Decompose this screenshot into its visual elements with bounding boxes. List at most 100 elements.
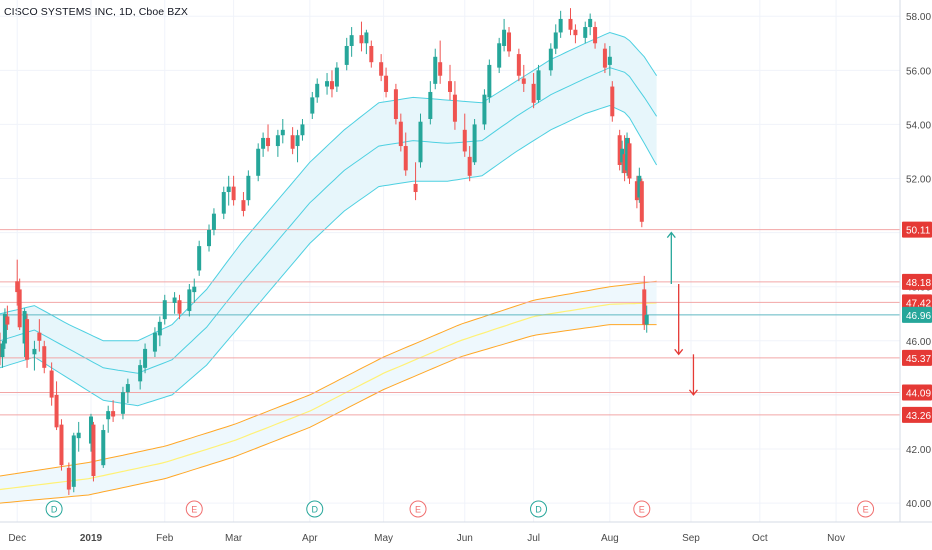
candle-body — [502, 29, 507, 46]
price-level-badge: 45.37 — [902, 349, 932, 366]
price-tick-label: 52.00 — [906, 175, 931, 186]
badge-text: 43.26 — [906, 411, 931, 422]
candle — [17, 278, 22, 330]
candle-body — [325, 81, 330, 87]
candle — [607, 45, 612, 76]
candle-body — [644, 314, 649, 325]
arrow-head — [666, 231, 676, 239]
badge-bg — [902, 349, 932, 366]
candle-body — [32, 348, 37, 355]
candle-body — [157, 321, 162, 336]
badge-bg — [902, 306, 932, 323]
candle — [637, 167, 642, 203]
candle-body — [15, 281, 20, 293]
candle-body — [101, 430, 106, 466]
candle — [617, 129, 622, 171]
candle — [467, 146, 472, 182]
candle-body — [467, 156, 472, 176]
candle-body — [241, 200, 246, 211]
candle — [54, 381, 59, 431]
candle-body — [482, 94, 487, 125]
candle — [487, 59, 492, 103]
candle-body — [438, 62, 443, 76]
candle — [482, 89, 487, 130]
candle — [634, 175, 639, 209]
candle — [531, 73, 536, 109]
candle — [192, 278, 197, 303]
candle — [71, 432, 76, 493]
candle-body — [37, 332, 42, 341]
candle-body — [295, 135, 300, 147]
candle — [507, 27, 512, 57]
candle-body — [379, 62, 384, 76]
candle-body — [71, 435, 76, 487]
badge-text: 50.11 — [906, 226, 931, 237]
candle — [448, 64, 452, 101]
time-tick-label: Jul — [527, 533, 540, 544]
candle — [452, 81, 457, 130]
candle-body — [256, 148, 261, 176]
candle — [462, 113, 467, 157]
candle-body — [610, 86, 615, 117]
earnings-circle — [185, 500, 203, 518]
time-tick-label: Jun — [457, 533, 473, 544]
time-tick-label: Feb — [156, 533, 174, 544]
candle-body — [329, 81, 334, 90]
price-level-badge: 50.11 — [902, 221, 932, 238]
candle-body — [280, 129, 285, 136]
dividend-label: D — [51, 505, 58, 515]
candle — [553, 24, 558, 55]
earnings-marker: E — [409, 500, 427, 518]
candle-body — [49, 370, 54, 398]
time-tick-label: Mar — [225, 533, 243, 544]
candle-body — [625, 137, 630, 171]
candle-body — [583, 27, 588, 38]
candle — [403, 132, 408, 176]
candle-body — [398, 121, 403, 147]
candle-body — [310, 97, 315, 114]
candle — [413, 162, 418, 201]
candle — [329, 70, 334, 98]
candle — [120, 386, 125, 420]
candle-body — [452, 94, 457, 122]
long-band-middle-line — [0, 302, 657, 491]
arrow-head — [688, 389, 698, 396]
candle-body — [607, 56, 612, 65]
candle — [472, 119, 477, 165]
candle-body — [187, 289, 192, 312]
candle-body — [334, 67, 339, 87]
candle — [261, 132, 266, 157]
candle — [548, 43, 553, 76]
candle — [593, 21, 598, 49]
candle-body — [106, 411, 111, 420]
candle-body — [593, 27, 598, 44]
candle-body — [637, 175, 642, 198]
badge-bg — [902, 406, 932, 423]
badge-text: 46.96 — [906, 311, 931, 322]
candle — [384, 67, 389, 98]
candle — [226, 175, 231, 206]
candle-body — [428, 91, 433, 120]
candle-body — [639, 181, 644, 222]
candle — [111, 400, 116, 422]
candle — [536, 64, 541, 103]
candle — [428, 81, 433, 125]
candle-body — [497, 43, 502, 68]
candle-body — [413, 183, 418, 193]
candle-body — [266, 137, 271, 147]
candle — [349, 27, 354, 57]
candle-body — [536, 70, 541, 101]
candle-body — [231, 186, 236, 201]
candle — [152, 327, 157, 358]
candle — [143, 343, 148, 374]
candle-body — [393, 89, 398, 120]
candle-body — [138, 365, 143, 382]
earnings-circle — [857, 500, 875, 518]
keltner-band-fill — [0, 32, 657, 406]
candle-body — [91, 424, 96, 477]
dividend-circle — [530, 500, 548, 518]
earnings-label: E — [863, 505, 869, 515]
candle-body — [369, 45, 374, 63]
